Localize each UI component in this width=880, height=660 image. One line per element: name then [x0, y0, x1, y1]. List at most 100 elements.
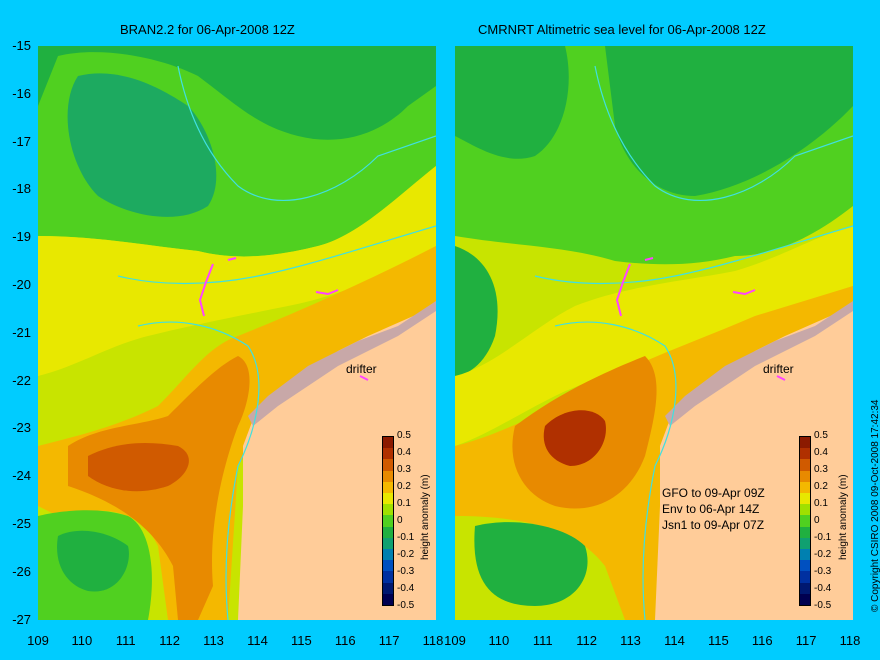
latitude-tick: -24	[12, 468, 31, 484]
colorbar-right	[799, 436, 811, 606]
colorbar-swatch	[383, 437, 393, 449]
colorbar-swatch	[800, 571, 810, 583]
colorbar-tick-label: -0.5	[397, 600, 415, 611]
field-contour-southwest	[474, 522, 588, 606]
longitude-tick: 117	[378, 633, 400, 648]
colorbar-left	[382, 436, 394, 606]
cmrnrt-altimetry-map: drifter GFO to 09-Apr 09Z Env to 06-Apr …	[455, 46, 853, 620]
longitude-tick: 110	[488, 633, 510, 648]
colorbar-swatch	[800, 459, 810, 471]
colorbar-swatch	[800, 515, 810, 527]
colorbar-tick-label: -0.4	[397, 583, 415, 594]
colorbar-tick-label: 0.2	[397, 481, 411, 492]
isobath-line	[177, 65, 436, 201]
left-map-title: BRAN2.2 for 06-Apr-2008 12Z	[120, 22, 295, 37]
colorbar-tick-label: 0.5	[814, 430, 828, 441]
colorbar-tick-label: 0.3	[814, 464, 828, 475]
longitude-tick: 116	[334, 633, 356, 648]
colorbar-swatch	[383, 504, 393, 516]
longitude-tick: 112	[159, 633, 181, 648]
longitude-tick: 117	[795, 633, 817, 648]
field-contour-yellow	[455, 226, 853, 446]
altimetry-note-env: Env to 06-Apr 14Z	[662, 502, 760, 516]
drifter-label-right: drifter	[763, 362, 794, 376]
colorbar-tick-label: -0.2	[397, 549, 415, 560]
latitude-tick: -22	[12, 372, 31, 388]
colorbar-left-title: height anomaly (m)	[420, 474, 431, 560]
longitude-tick: 114	[664, 633, 685, 648]
colorbar-tick-label: 0.5	[397, 430, 411, 441]
longitude-tick: 115	[290, 633, 312, 648]
colorbar-tick-label: -0.2	[814, 549, 832, 560]
colorbar-swatch	[800, 593, 810, 606]
longitude-tick: 115	[707, 633, 729, 648]
coastal-high-land	[248, 301, 436, 426]
colorbar-swatch	[383, 448, 393, 460]
colorbar-tick-label: 0.1	[814, 498, 828, 509]
latitude-tick: -20	[12, 277, 31, 292]
colorbar-tick-label: 0.3	[397, 464, 411, 475]
colorbar-tick-label: 0.1	[397, 498, 411, 509]
colorbar-swatch	[383, 571, 393, 583]
latitude-tick: -25	[12, 516, 31, 531]
colorbar-swatch	[800, 493, 810, 505]
latitude-tick: -16	[12, 85, 31, 101]
latitude-tick: -23	[12, 420, 31, 436]
colorbar-tick-label: -0.5	[814, 600, 832, 611]
colorbar-tick-label: 0	[397, 515, 403, 526]
isobath-line	[554, 321, 677, 620]
field-contour-darkgreen-2	[605, 46, 853, 196]
colorbar-swatch	[383, 459, 393, 471]
colorbar-tick-label: -0.4	[814, 583, 832, 594]
colorbar-right-title: height anomaly (m)	[838, 474, 849, 560]
altimetry-note-jsn1: Jsn1 to 09-Apr 07Z	[662, 518, 765, 532]
colorbar-swatch	[800, 481, 810, 494]
colorbar-swatch	[383, 582, 393, 594]
colorbar-swatch	[383, 560, 393, 572]
colorbar-swatch	[383, 493, 393, 505]
right-map-title: CMRNRT Altimetric sea level for 06-Apr-2…	[478, 22, 766, 37]
colorbar-swatch	[383, 481, 393, 494]
colorbar-swatch	[800, 504, 810, 516]
colorbar-swatch	[800, 526, 810, 538]
longitude-tick: 118	[422, 633, 444, 648]
longitude-tick: 109	[444, 633, 466, 648]
colorbar-swatch	[383, 537, 393, 550]
latitude-tick: -26	[12, 563, 31, 579]
colorbar-swatch	[800, 560, 810, 572]
colorbar-swatch	[800, 549, 810, 561]
latitude-tick: -21	[12, 324, 31, 340]
drifter-track	[615, 257, 786, 381]
colorbar-swatch	[800, 470, 810, 482]
colorbar-swatch	[800, 448, 810, 460]
longitude-tick: 111	[115, 633, 136, 648]
latitude-tick: -19	[12, 229, 31, 245]
latitude-tick: -27	[12, 611, 31, 627]
colorbar-tick-label: 0.4	[397, 447, 411, 458]
longitude-tick: 114	[247, 633, 268, 648]
field-contour-yellow	[38, 166, 436, 376]
latitude-tick: -15	[12, 38, 31, 53]
isobath-line	[137, 321, 260, 620]
colorbar-swatch	[383, 593, 393, 606]
drifter-label-left: drifter	[346, 362, 377, 376]
longitude-tick: 112	[576, 633, 598, 648]
field-contour-darkgreen	[38, 46, 436, 140]
colorbar-tick-label: 0.4	[814, 447, 828, 458]
field-contour-orange	[38, 246, 436, 620]
colorbar-tick-label: 0.2	[814, 481, 828, 492]
longitude-tick: 111	[532, 633, 553, 648]
longitude-tick: 110	[71, 633, 93, 648]
altimetry-note-gfo: GFO to 09-Apr 09Z	[662, 486, 765, 500]
field-contour-southwest-core	[57, 530, 129, 592]
colorbar-swatch	[383, 549, 393, 561]
copyright-notice: © Copyright CSIRO 2008 09-Oct-2008 17:42…	[870, 399, 880, 613]
colorbar-swatch	[800, 537, 810, 550]
field-contour-darkgreen-2	[67, 73, 217, 217]
colorbar-tick-label: -0.3	[814, 566, 832, 577]
latitude-tick: -17	[12, 133, 31, 149]
longitude-tick: 113	[620, 633, 641, 648]
isobath-line	[534, 225, 853, 285]
colorbar-swatch	[383, 515, 393, 527]
longitude-tick: 116	[751, 633, 773, 648]
